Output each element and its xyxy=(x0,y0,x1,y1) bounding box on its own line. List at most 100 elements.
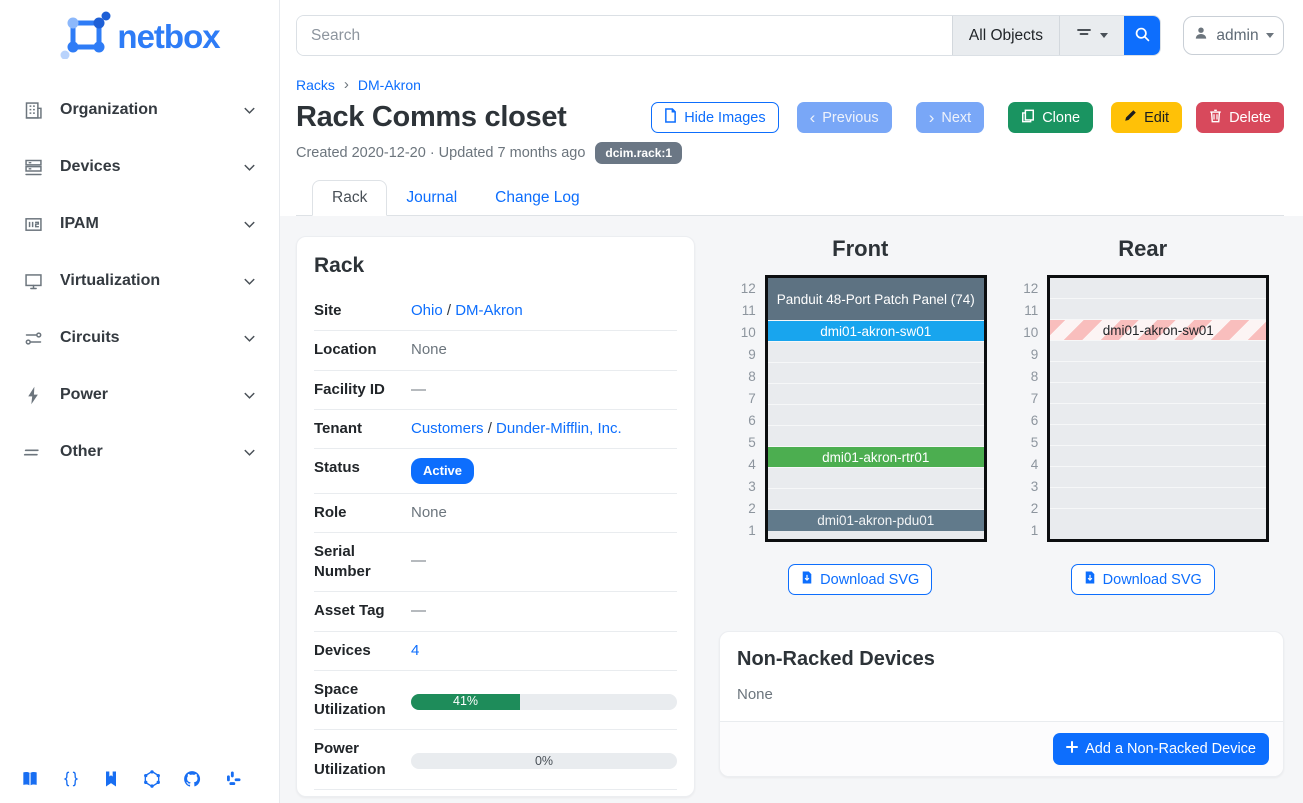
delete-button[interactable]: Delete xyxy=(1196,102,1284,133)
rear-elevation-title: Rear xyxy=(1118,236,1168,261)
rack-info-card: Rack Site Ohio / DM-Akron Location None xyxy=(296,236,695,797)
tab-journal[interactable]: Journal xyxy=(406,189,458,206)
non-racked-title: Non-Racked Devices xyxy=(737,648,935,670)
sidebar-item-label: Other xyxy=(60,443,103,460)
tab-rack[interactable]: Rack xyxy=(312,180,388,216)
previous-button[interactable]: ‹ Previous xyxy=(796,102,892,133)
hide-images-button[interactable]: Hide Images xyxy=(651,102,779,133)
rack-device-dmi01-akron-rtr01[interactable]: dmi01-akron-rtr01 xyxy=(767,447,984,468)
rack-empty-unit xyxy=(767,384,984,405)
page-header: Racks › DM-Akron Rack Comms closet Hide … xyxy=(280,56,1303,216)
graphql-icon[interactable] xyxy=(142,769,162,789)
copy-icon xyxy=(1021,109,1035,127)
chevron-down-icon xyxy=(1265,33,1274,38)
lines-icon xyxy=(22,441,44,463)
search-button[interactable] xyxy=(1124,16,1160,55)
rack-elevations: Front 12 11 10 9 8 7 6 5 4 3 2 1 Panduit 48-Port Pa… xyxy=(719,236,1284,595)
non-racked-empty-text: None xyxy=(737,686,773,703)
rack-empty-unit xyxy=(1050,278,1267,299)
bookmark-icon[interactable] xyxy=(101,769,121,789)
circuits-icon xyxy=(22,327,44,349)
rack-device-dmi01-akron-sw01[interactable]: dmi01-akron-sw01 xyxy=(767,321,984,342)
tab-content: Rack Site Ohio / DM-Akron Location None xyxy=(280,216,1303,803)
unit-number-label: 6 xyxy=(1030,413,1039,428)
rack-empty-unit xyxy=(767,468,984,489)
chevron-left-icon: ‹ xyxy=(809,108,816,127)
unit-number-label: 11 xyxy=(741,303,756,318)
netbox-logo-text: netbox xyxy=(117,18,220,55)
unit-number-label: 6 xyxy=(748,413,756,428)
user-icon xyxy=(1193,25,1209,46)
add-non-racked-device-button[interactable]: Add a Non-Racked Device xyxy=(1053,733,1269,765)
rack-empty-unit xyxy=(1050,446,1267,467)
ipam-icon xyxy=(22,213,44,235)
topbar: All Objects admin xyxy=(280,0,1303,56)
tenant-link[interactable]: Dunder-Mifflin, Inc. xyxy=(496,419,622,437)
global-search: All Objects xyxy=(296,15,1161,56)
trash-icon xyxy=(1209,109,1222,127)
rack-empty-unit xyxy=(1050,299,1267,320)
tab-change-log[interactable]: Change Log xyxy=(495,189,580,206)
right-column: Front 12 11 10 9 8 7 6 5 4 3 2 1 Panduit 48-Port Pa… xyxy=(719,236,1284,803)
rack-group-link[interactable]: DM-Akron xyxy=(455,302,523,319)
docs-book-icon[interactable] xyxy=(20,769,40,789)
netbox-logo-icon xyxy=(59,11,111,64)
api-braces-icon[interactable] xyxy=(61,769,81,789)
sidebar-item-virtualization[interactable]: Virtualization xyxy=(22,261,257,301)
sidebar-item-label: Devices xyxy=(60,158,121,175)
unit-number-label: 8 xyxy=(1030,369,1039,384)
devices-count-link[interactable]: 4 xyxy=(411,641,420,659)
breadcrumb-racks[interactable]: Racks xyxy=(296,76,335,93)
sidebar-item-organization[interactable]: Organization xyxy=(22,90,257,130)
search-input[interactable] xyxy=(297,16,952,55)
unit-number-label: 9 xyxy=(748,347,756,362)
rack-card-title: Rack xyxy=(314,254,365,277)
next-button[interactable]: › Next xyxy=(915,102,985,133)
rack-empty-unit xyxy=(767,363,984,384)
unit-number-label: 8 xyxy=(748,369,756,384)
field-role: Role None xyxy=(314,494,677,533)
tenant-group-link[interactable]: Customers xyxy=(411,419,484,437)
clone-button[interactable]: Clone xyxy=(1008,102,1094,133)
unit-number-label: 1 xyxy=(1030,523,1039,538)
sidebar-item-label: Organization xyxy=(60,101,158,118)
chevron-down-icon xyxy=(242,103,257,118)
rear-elevation: Rear 12 11 10 9 8 7 6 5 4 3 2 1 dmi01-akron-sw01 Do… xyxy=(1002,236,1285,595)
unit-number-label: 4 xyxy=(748,457,756,472)
field-tenant: Tenant Customers / Dunder-Mifflin, Inc. xyxy=(314,410,677,449)
unit-number-label: 10 xyxy=(1023,325,1039,340)
sidebar-item-power[interactable]: Power xyxy=(22,375,257,415)
user-menu[interactable]: admin xyxy=(1183,16,1284,55)
sidebar-item-devices[interactable]: Devices xyxy=(22,147,257,187)
slack-icon[interactable] xyxy=(223,769,243,789)
rack-device-dmi01-akron-sw01[interactable]: dmi01-akron-sw01 xyxy=(1050,320,1267,341)
object-type-selector[interactable]: All Objects xyxy=(951,16,1059,55)
sidebar-item-circuits[interactable]: Circuits xyxy=(22,318,257,358)
netbox-logo[interactable]: netbox xyxy=(0,10,279,64)
power-utilization-label: 0% xyxy=(534,753,554,768)
rear-download-svg-button[interactable]: Download SVG xyxy=(1070,564,1215,595)
rack-empty-unit xyxy=(1050,425,1267,446)
rack-device-panduit-48-port-patch-panel-74-[interactable]: Panduit 48-Port Patch Panel (74) xyxy=(767,278,984,321)
github-icon[interactable] xyxy=(182,769,202,789)
site-link[interactable]: Ohio xyxy=(411,302,443,319)
front-elevation-title: Front xyxy=(832,236,889,261)
sidebar-item-other[interactable]: Other xyxy=(22,432,257,472)
rack-empty-unit xyxy=(1050,383,1267,404)
chevron-right-icon: › xyxy=(928,108,935,127)
edit-button[interactable]: Edit xyxy=(1111,102,1183,133)
sidebar-item-label: Circuits xyxy=(60,329,120,346)
chevron-down-icon xyxy=(242,331,257,346)
asset-tag-value: — xyxy=(411,602,426,620)
header-actions: Hide Images ‹ Previous › Next Clo xyxy=(651,102,1284,133)
rack-device-dmi01-akron-pdu01[interactable]: dmi01-akron-pdu01 xyxy=(767,510,984,531)
status-badge: Active xyxy=(411,458,475,484)
front-rack-diagram: Panduit 48-Port Patch Panel (74) dmi01-ak… xyxy=(764,275,987,542)
breadcrumb-dm-akron[interactable]: DM-Akron xyxy=(357,76,421,93)
search-filter-dropdown[interactable] xyxy=(1059,16,1124,55)
chevron-down-icon xyxy=(242,274,257,289)
sidebar-item-ipam[interactable]: IPAM xyxy=(22,204,257,244)
front-unit-labels: 12 11 10 9 8 7 6 5 4 3 2 1 xyxy=(734,275,756,542)
power-utilization-bar: 0% xyxy=(411,753,677,770)
front-download-svg-button[interactable]: Download SVG xyxy=(788,564,933,595)
